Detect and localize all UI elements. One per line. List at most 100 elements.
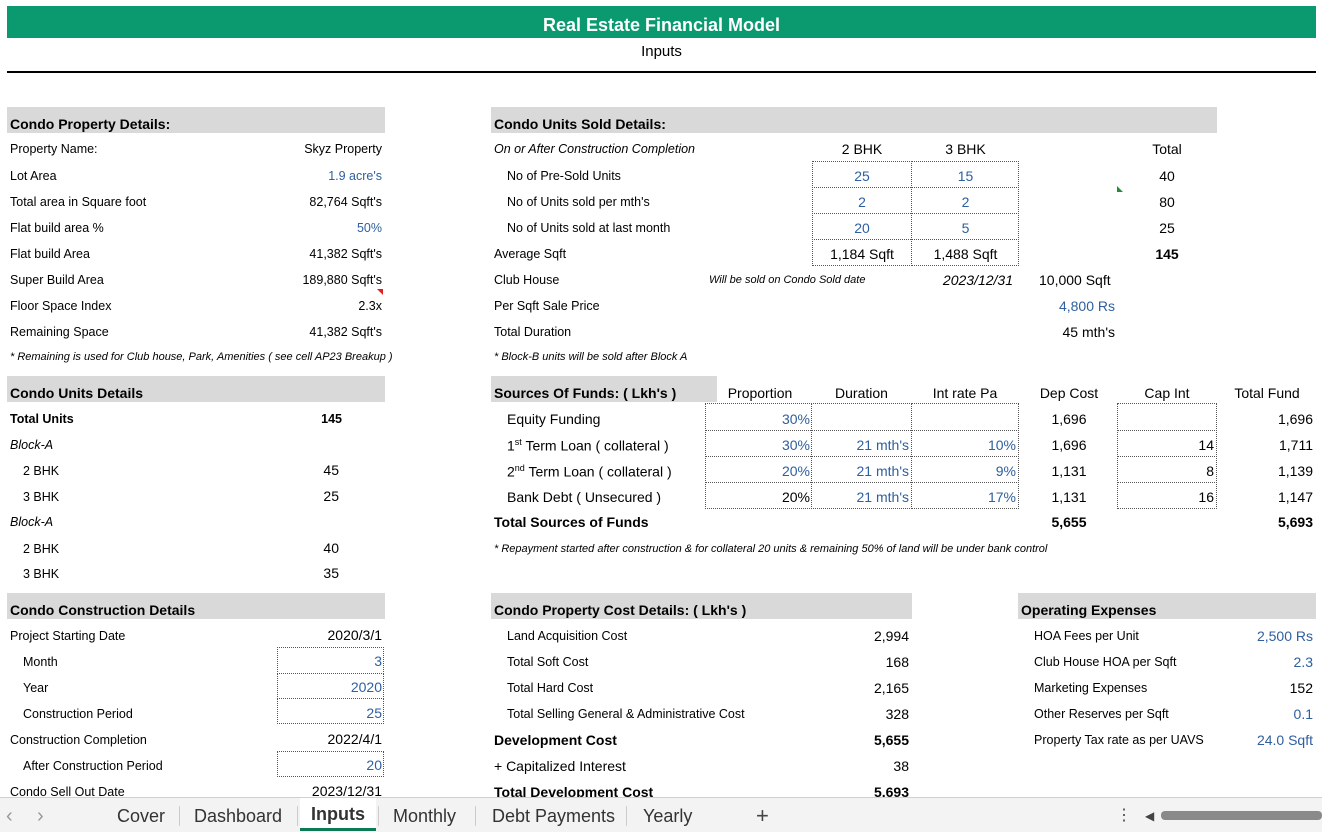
bank-debt-duration[interactable]: 21 mth's bbox=[856, 489, 909, 505]
club-house-date[interactable]: 2023/12/31 bbox=[942, 272, 1013, 288]
term-loan-1-rate[interactable]: 10% bbox=[987, 437, 1016, 453]
floor-space-index-value[interactable]: 2.3x bbox=[358, 299, 382, 313]
tab-inputs[interactable]: Inputs bbox=[300, 798, 376, 831]
bank-debt-proportion[interactable]: 20% bbox=[781, 489, 810, 505]
term-loan-2-suffix: nd bbox=[514, 463, 525, 473]
month-label: Month bbox=[23, 655, 58, 669]
scroll-left-icon[interactable]: ◀ bbox=[1145, 809, 1155, 823]
block-b-2bhk-value[interactable]: 40 bbox=[323, 540, 339, 556]
more-options-icon[interactable]: ⋮ bbox=[1116, 807, 1132, 824]
tab-debt-payments[interactable]: Debt Payments bbox=[492, 806, 616, 826]
other-reserves-value[interactable]: 0.1 bbox=[1293, 706, 1313, 722]
last-month-2bhk[interactable]: 20 bbox=[854, 220, 870, 236]
soft-cost-label: Total Soft Cost bbox=[507, 655, 589, 669]
avg-sqft-total[interactable]: 145 bbox=[1155, 246, 1179, 262]
presold-2bhk[interactable]: 25 bbox=[854, 168, 870, 184]
per-month-total[interactable]: 80 bbox=[1159, 194, 1175, 210]
tab-monthly[interactable]: Monthly bbox=[393, 806, 457, 826]
hard-cost-value[interactable]: 2,165 bbox=[873, 680, 909, 696]
sga-cost-value[interactable]: 328 bbox=[885, 706, 909, 722]
block-b-note: * Block-B units will be sold after Block… bbox=[494, 351, 688, 363]
total-fund-value[interactable]: 5,693 bbox=[1277, 514, 1313, 530]
block-a-3bhk-value[interactable]: 25 bbox=[323, 488, 339, 504]
club-house-area[interactable]: 10,000 Sqft bbox=[1039, 272, 1111, 288]
per-month-2bhk[interactable]: 2 bbox=[858, 194, 866, 210]
term-loan-2-duration[interactable]: 21 mth's bbox=[856, 463, 909, 479]
term-loan-2-cap-int[interactable]: 8 bbox=[1206, 463, 1214, 479]
equity-proportion[interactable]: 30% bbox=[781, 411, 810, 427]
last-month-3bhk[interactable]: 5 bbox=[961, 220, 970, 236]
property-name-value[interactable]: Skyz Property bbox=[304, 142, 382, 156]
construction-completion-value[interactable]: 2022/4/1 bbox=[327, 731, 383, 747]
term-loan-2-proportion[interactable]: 20% bbox=[781, 463, 810, 479]
bank-debt-total-fund[interactable]: 1,147 bbox=[1277, 489, 1313, 505]
total-duration-value[interactable]: 45 mth's bbox=[1062, 324, 1115, 340]
block-b-3bhk-value[interactable]: 35 bbox=[323, 565, 339, 581]
term-loan-1-proportion[interactable]: 30% bbox=[781, 437, 810, 453]
presold-3bhk[interactable]: 15 bbox=[957, 168, 974, 184]
term-loan-1-total-fund[interactable]: 1,711 bbox=[1279, 437, 1313, 453]
term-loan-1-number: 1 bbox=[507, 437, 515, 454]
prev-sheet-icon[interactable]: ‹ bbox=[6, 805, 13, 827]
month-value[interactable]: 3 bbox=[374, 653, 382, 669]
development-cost-label: Development Cost bbox=[494, 732, 617, 748]
development-cost-value[interactable]: 5,655 bbox=[873, 732, 909, 748]
sell-out-date-value[interactable]: 2023/12/31 bbox=[311, 783, 382, 799]
equity-dep-cost[interactable]: 1,696 bbox=[1051, 411, 1087, 427]
col-proportion: Proportion bbox=[727, 385, 793, 401]
project-start-value[interactable]: 2020/3/1 bbox=[327, 627, 383, 643]
horizontal-scrollbar[interactable] bbox=[1161, 811, 1322, 820]
tab-yearly[interactable]: Yearly bbox=[643, 806, 693, 826]
marketing-expenses-value[interactable]: 152 bbox=[1289, 680, 1313, 696]
add-sheet-icon[interactable]: + bbox=[756, 803, 769, 828]
flat-build-pct-value[interactable]: 50% bbox=[356, 221, 382, 235]
super-build-area-value[interactable]: 189,880 Sqft's bbox=[302, 273, 382, 287]
term-loan-2-total-fund[interactable]: 1,139 bbox=[1277, 463, 1313, 479]
total-units-value[interactable]: 145 bbox=[321, 412, 342, 426]
bank-debt-label: Bank Debt ( Unsecured ) bbox=[507, 489, 662, 505]
property-name-label: Property Name: bbox=[10, 142, 98, 156]
construction-period-value[interactable]: 25 bbox=[366, 705, 382, 721]
club-hoa-value[interactable]: 2.3 bbox=[1293, 654, 1313, 670]
after-construction-cell[interactable] bbox=[277, 751, 384, 777]
flat-build-area-value[interactable]: 41,382 Sqft's bbox=[309, 247, 382, 261]
term-loan-2-dep-cost[interactable]: 1,131 bbox=[1051, 463, 1087, 479]
last-month-total[interactable]: 25 bbox=[1159, 220, 1175, 236]
total-development-cost-value[interactable]: 5,693 bbox=[873, 784, 909, 800]
presold-label: No of Pre-Sold Units bbox=[507, 169, 621, 183]
term-loan-1-cap-int[interactable]: 14 bbox=[1198, 437, 1214, 453]
soft-cost-value[interactable]: 168 bbox=[885, 654, 909, 670]
sale-price-value[interactable]: 4,800 Rs bbox=[1058, 298, 1115, 314]
remaining-space-value[interactable]: 41,382 Sqft's bbox=[309, 325, 382, 339]
grid-line bbox=[812, 213, 1019, 214]
lot-area-value[interactable]: 1.9 acre's bbox=[328, 169, 382, 183]
bank-debt-cap-int[interactable]: 16 bbox=[1198, 489, 1214, 505]
term-loan-1-duration[interactable]: 21 mth's bbox=[856, 437, 909, 453]
bank-debt-dep-cost[interactable]: 1,131 bbox=[1051, 489, 1087, 505]
construction-period-cell[interactable] bbox=[277, 698, 384, 724]
tab-dashboard[interactable]: Dashboard bbox=[194, 806, 283, 826]
tab-cover[interactable]: Cover bbox=[117, 806, 166, 826]
after-construction-value[interactable]: 20 bbox=[366, 757, 382, 773]
avg-sqft-3bhk[interactable]: 1,488 Sqft bbox=[933, 246, 998, 262]
error-indicator[interactable] bbox=[1117, 186, 1123, 192]
total-area-value[interactable]: 82,764 Sqft's bbox=[309, 195, 382, 209]
term-loan-1-dep-cost[interactable]: 1,696 bbox=[1051, 437, 1087, 453]
per-month-3bhk[interactable]: 2 bbox=[961, 194, 970, 210]
equity-total-fund[interactable]: 1,696 bbox=[1277, 411, 1313, 427]
property-tax-label: Property Tax rate as per UAVS bbox=[1034, 733, 1204, 747]
comment-indicator[interactable] bbox=[377, 289, 383, 295]
super-build-area-label: Super Build Area bbox=[10, 273, 104, 287]
year-value[interactable]: 2020 bbox=[350, 679, 382, 695]
total-dep-cost[interactable]: 5,655 bbox=[1051, 514, 1087, 530]
block-a-2bhk-value[interactable]: 45 bbox=[323, 462, 339, 478]
hoa-fees-value[interactable]: 2,500 Rs bbox=[1256, 628, 1313, 644]
land-cost-value[interactable]: 2,994 bbox=[873, 628, 909, 644]
presold-total[interactable]: 40 bbox=[1159, 168, 1175, 184]
bank-debt-rate[interactable]: 17% bbox=[987, 489, 1016, 505]
property-tax-value[interactable]: 24.0 Sqft bbox=[1256, 732, 1313, 748]
term-loan-2-rate[interactable]: 9% bbox=[995, 463, 1016, 479]
avg-sqft-2bhk[interactable]: 1,184 Sqft bbox=[830, 246, 894, 262]
next-sheet-icon[interactable]: › bbox=[37, 805, 44, 827]
capitalized-interest-value[interactable]: 38 bbox=[893, 758, 909, 774]
